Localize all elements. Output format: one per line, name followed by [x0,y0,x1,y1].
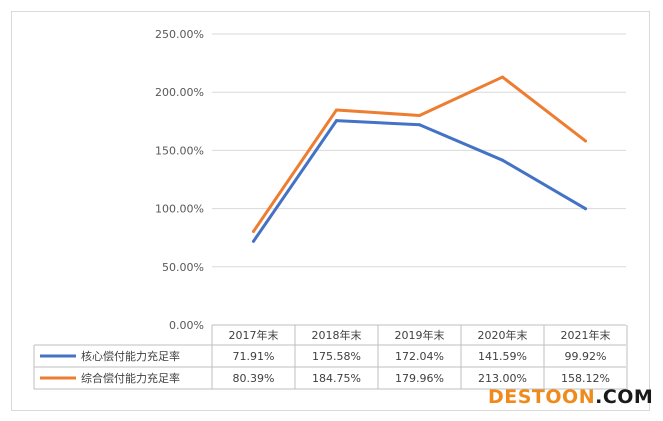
data-point [584,207,587,211]
data-value-label: 71.91% [233,350,275,363]
watermark-part2: .COM [595,386,654,408]
data-value-label: 158.12% [561,372,610,385]
data-point [252,239,255,243]
watermark-part1: DESTOON [488,386,596,408]
data-point [501,158,504,162]
data-value-label: 179.96% [395,372,444,385]
data-value-label: 175.58% [312,350,361,363]
data-value-label: 99.92% [565,350,607,363]
y-tick-label: 50.00% [162,261,204,274]
y-tick-label: 250.00% [155,28,204,41]
watermark: DESTOON.COM [488,386,653,408]
data-point [418,123,421,127]
data-point [335,108,338,112]
chart-frame [11,11,650,411]
series-line [252,119,587,243]
data-value-label: 80.39% [233,372,275,385]
data-point [584,139,587,143]
data-value-label: 184.75% [312,372,361,385]
series-name-label: 核心偿付能力充足率 [81,349,180,363]
x-category-label: 2018年末 [312,328,362,342]
y-tick-label: 100.00% [155,203,204,216]
data-value-label: 172.04% [395,350,444,363]
y-tick-label: 0.00% [169,319,204,332]
y-tick-label: 150.00% [155,144,204,157]
data-point [418,114,421,118]
data-point [335,119,338,123]
data-point [501,75,504,79]
series-name-label: 综合偿付能力充足率 [81,371,180,385]
x-category-label: 2021年末 [561,328,611,342]
data-value-label: 141.59% [478,350,527,363]
data-point [252,229,255,233]
x-category-label: 2017年末 [229,328,279,342]
x-category-label: 2020年末 [478,328,528,342]
x-category-label: 2019年末 [395,328,445,342]
data-value-label: 213.00% [478,372,527,385]
y-tick-label: 200.00% [155,86,204,99]
